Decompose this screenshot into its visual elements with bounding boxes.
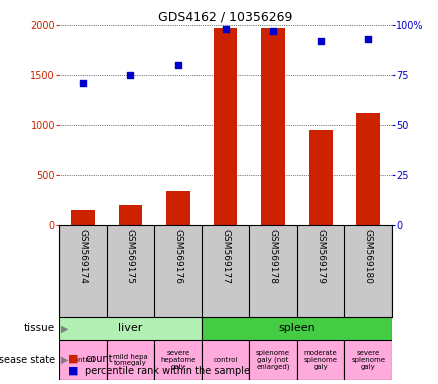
Text: liver: liver [118, 323, 143, 333]
Text: severe
splenome
galy: severe splenome galy [351, 350, 385, 370]
Bar [107, 340, 154, 380]
Bar [202, 317, 392, 340]
Text: GSM569179: GSM569179 [316, 229, 325, 284]
Text: tissue: tissue [24, 323, 55, 333]
Point [222, 26, 229, 32]
Text: splenome
galy (not
enlarged): splenome galy (not enlarged) [256, 349, 290, 371]
Text: GSM569180: GSM569180 [364, 229, 373, 284]
Bar [71, 210, 95, 225]
Point [127, 72, 134, 78]
Text: GSM569177: GSM569177 [221, 229, 230, 284]
Bar [309, 130, 332, 225]
Bar [249, 340, 297, 380]
Bar [59, 340, 107, 380]
Text: ▶: ▶ [61, 355, 69, 365]
Title: GDS4162 / 10356269: GDS4162 / 10356269 [159, 11, 293, 24]
Text: severe
hepatome
galy: severe hepatome galy [160, 350, 196, 370]
Text: spleen: spleen [279, 323, 315, 333]
Bar [297, 340, 344, 380]
Point [365, 36, 372, 42]
Bar [166, 191, 190, 225]
Text: ▶: ▶ [61, 323, 69, 333]
Text: ■: ■ [68, 366, 78, 376]
Bar [119, 205, 142, 225]
Bar [261, 28, 285, 225]
Point [79, 80, 86, 86]
Bar [59, 317, 202, 340]
Text: GSM569176: GSM569176 [173, 229, 183, 284]
Text: disease state: disease state [0, 355, 55, 365]
Text: control: control [71, 357, 95, 363]
Text: GSM569178: GSM569178 [268, 229, 278, 284]
Text: control: control [213, 357, 238, 363]
Text: moderate
splenome
galy: moderate splenome galy [304, 350, 338, 370]
Point [270, 28, 277, 34]
Text: ■: ■ [68, 354, 78, 364]
Text: count: count [85, 354, 113, 364]
Text: GSM569175: GSM569175 [126, 229, 135, 284]
Text: GSM569174: GSM569174 [78, 229, 88, 284]
Bar [154, 340, 202, 380]
Bar [202, 340, 249, 380]
Bar [344, 340, 392, 380]
Point [174, 62, 181, 68]
Point [317, 38, 324, 44]
Bar [214, 28, 237, 225]
Text: mild hepa
tomegaly: mild hepa tomegaly [113, 354, 148, 366]
Bar [357, 113, 380, 225]
Text: percentile rank within the sample: percentile rank within the sample [85, 366, 251, 376]
